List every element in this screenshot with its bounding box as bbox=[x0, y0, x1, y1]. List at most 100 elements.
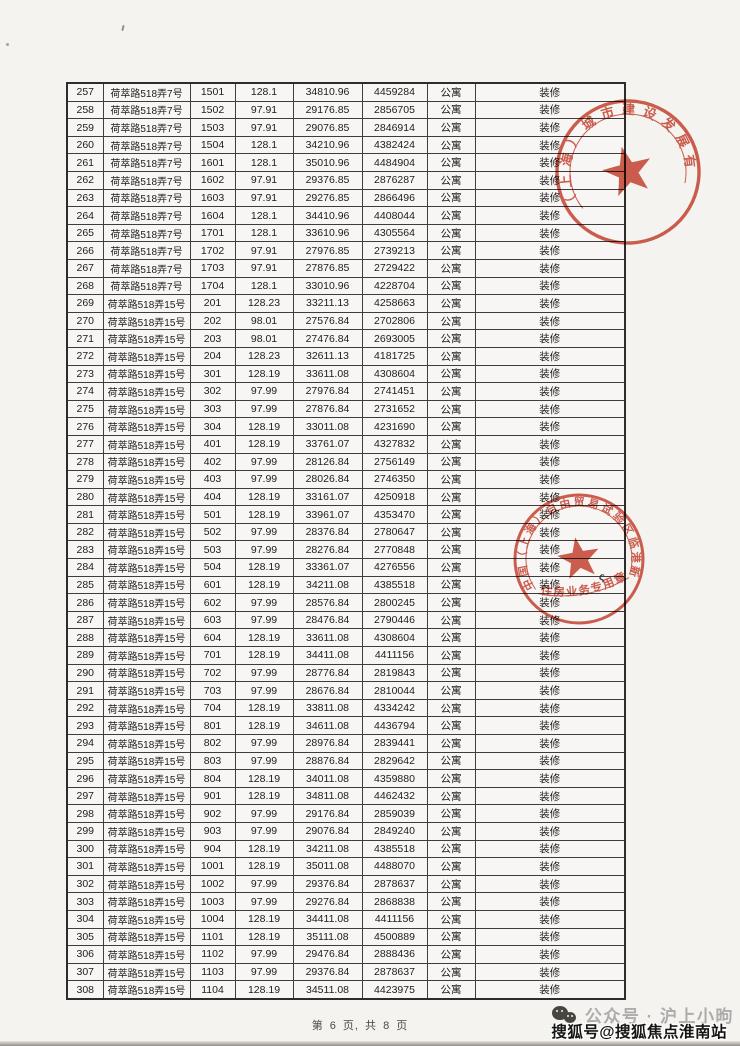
table-cell: 2693005 bbox=[361, 329, 428, 348]
table-cell: 97.99 bbox=[234, 663, 294, 683]
table-cell: 269 bbox=[66, 294, 104, 313]
table-cell: 97.99 bbox=[234, 962, 294, 982]
table-cell: 1603 bbox=[189, 188, 236, 208]
table-cell: 荷萃路518弄15号 bbox=[102, 452, 191, 472]
table-cell: 4484904 bbox=[361, 153, 428, 173]
table-row: 280 荷萃路518弄15号 404 128.19 33161.07 4250918 公寓装… bbox=[66, 487, 626, 507]
table-row: 268 荷萃路518弄7号 1704 128.1 33010.96 4228704 公寓 装修 bbox=[66, 276, 626, 296]
table-cell: 300 bbox=[66, 839, 104, 859]
table-cell: 29276.85 bbox=[292, 188, 363, 208]
table-cell: 1601 bbox=[189, 153, 236, 173]
table-cell: 604 bbox=[189, 628, 236, 648]
table-cell: 2859039 bbox=[361, 804, 428, 823]
table-cell: 荷萃路518弄15号 bbox=[102, 663, 191, 683]
table-cell: 荷萃路518弄15号 bbox=[102, 540, 191, 560]
table-cell: 29076.84 bbox=[292, 821, 363, 841]
table-cell: 公寓 bbox=[426, 276, 476, 296]
table-cell: 4359880 bbox=[361, 769, 428, 788]
table-cell: 2878637 bbox=[361, 874, 428, 894]
table-cell: 128.19 bbox=[234, 364, 294, 384]
table-cell: 公寓 bbox=[426, 153, 476, 173]
table-cell: 34411.08 bbox=[292, 646, 363, 665]
table-cell: 装修 bbox=[474, 470, 626, 489]
table-cell: 装修 bbox=[474, 610, 626, 630]
table-cell: 4488070 bbox=[361, 857, 428, 876]
table-cell: 128.19 bbox=[234, 786, 294, 806]
table-cell: 荷萃路518弄15号 bbox=[102, 329, 191, 348]
table-cell: 4181725 bbox=[361, 346, 428, 366]
table-cell: 97.99 bbox=[234, 470, 294, 489]
table-cell: 装修 bbox=[474, 505, 626, 524]
table-cell: 97.99 bbox=[234, 892, 294, 911]
table-cell: 2839441 bbox=[361, 734, 428, 753]
table-cell: 1103 bbox=[189, 962, 236, 982]
table-cell: 装修 bbox=[474, 716, 626, 736]
table-cell: 306 bbox=[66, 945, 104, 964]
table-cell: 公寓 bbox=[426, 716, 476, 736]
table-cell: 2739213 bbox=[361, 241, 428, 260]
table-cell: 荷萃路518弄15号 bbox=[102, 734, 191, 753]
table-cell: 荷萃路518弄15号 bbox=[102, 980, 191, 1000]
table-cell: 27876.85 bbox=[292, 258, 363, 278]
table-cell: 270 bbox=[66, 311, 104, 331]
table-cell: 公寓 bbox=[426, 980, 476, 1000]
table-cell: 97.99 bbox=[234, 681, 294, 700]
table-cell: 荷萃路518弄15号 bbox=[102, 821, 191, 841]
table-row: 296 荷萃路518弄15号 804 128.19 34011.08 4359880 公寓装… bbox=[66, 769, 626, 788]
table-cell: 2846914 bbox=[361, 118, 428, 137]
table-cell: 297 bbox=[66, 786, 104, 806]
table-cell: 267 bbox=[66, 258, 104, 278]
table-cell: 277 bbox=[66, 434, 104, 454]
table-cell: 荷萃路518弄15号 bbox=[102, 522, 191, 542]
table-cell: 98.01 bbox=[234, 311, 294, 331]
table-cell: 公寓 bbox=[426, 804, 476, 823]
table-row: 275 荷萃路518弄15号 303 97.99 27876.84 2731652 公寓 装修 bbox=[66, 399, 626, 419]
table-cell: 901 bbox=[189, 786, 236, 806]
table-cell: 304 bbox=[189, 417, 236, 436]
table-cell: 32611.13 bbox=[292, 346, 363, 366]
table-cell: 荷萃路518弄7号 bbox=[102, 135, 191, 155]
table-row: 306 荷萃路518弄15号 1102 97.99 29476.84 2888436 公寓装… bbox=[66, 945, 626, 964]
table-cell: 289 bbox=[66, 646, 104, 665]
table-cell: 装修 bbox=[474, 945, 626, 964]
table-cell: 公寓 bbox=[426, 628, 476, 648]
table-row: 266 荷萃路518弄7号 1702 97.91 27976.85 2739213 公寓 装修 bbox=[66, 241, 626, 260]
table-cell: 292 bbox=[66, 698, 104, 718]
table-cell: 279 bbox=[66, 470, 104, 489]
table-cell: 274 bbox=[66, 382, 104, 401]
table-cell: 28876.84 bbox=[292, 751, 363, 771]
table-row: 276 荷萃路518弄15号 304 128.19 33011.08 4231690 公寓装… bbox=[66, 417, 626, 436]
table-cell: 装修 bbox=[474, 452, 626, 472]
table-cell: 204 bbox=[189, 346, 236, 366]
table-cell: 荷萃路518弄15号 bbox=[102, 927, 191, 947]
table-cell: 公寓 bbox=[426, 593, 476, 612]
table-cell: 荷萃路518弄15号 bbox=[102, 786, 191, 806]
table-cell: 2849240 bbox=[361, 821, 428, 841]
table-cell: 29376.85 bbox=[292, 171, 363, 190]
table-row: 290 荷萃路518弄15号 702 97.99 28776.84 2819843 公寓 装修 bbox=[66, 663, 626, 683]
table-cell: 303 bbox=[189, 399, 236, 419]
table-cell: 33361.07 bbox=[292, 558, 363, 577]
table-cell: 荷萃路518弄15号 bbox=[102, 294, 191, 313]
table-cell: 装修 bbox=[474, 329, 626, 348]
table-cell: 装修 bbox=[474, 804, 626, 823]
table-cell: 装修 bbox=[474, 892, 626, 911]
table-cell: 荷萃路518弄15号 bbox=[102, 593, 191, 612]
table-cell: 公寓 bbox=[426, 135, 476, 155]
table-cell: 1504 bbox=[189, 135, 236, 155]
table-cell: 装修 bbox=[474, 434, 626, 454]
table-cell: 2729422 bbox=[361, 258, 428, 278]
table-row: 257 荷萃路518弄7号 1501 128.1 34810.96 4459284 公寓 装修 bbox=[66, 82, 626, 102]
table-cell: 荷萃路518弄15号 bbox=[102, 610, 191, 630]
table-cell: 装修 bbox=[474, 311, 626, 331]
table-cell: 305 bbox=[66, 927, 104, 947]
table-cell: 34410.96 bbox=[292, 206, 363, 225]
table-row: 278 荷萃路518弄15号 402 97.99 28126.84 2756149 公寓 装修 bbox=[66, 452, 626, 472]
table-cell: 268 bbox=[66, 276, 104, 296]
table-cell: 28126.84 bbox=[292, 452, 363, 472]
table-cell: 35011.08 bbox=[292, 857, 363, 876]
table-cell: 2756149 bbox=[361, 452, 428, 472]
table-row: 286 荷萃路518弄15号 602 97.99 28576.84 2800245 公寓 装修 bbox=[66, 593, 626, 612]
table-cell: 28476.84 bbox=[292, 610, 363, 630]
table-cell: 荷萃路518弄7号 bbox=[102, 241, 191, 260]
